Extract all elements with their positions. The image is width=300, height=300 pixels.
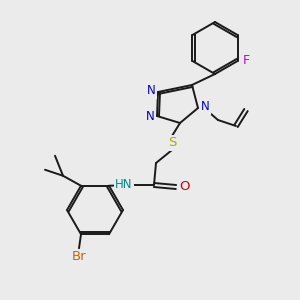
- Text: S: S: [168, 136, 176, 149]
- Text: HN: HN: [115, 178, 133, 190]
- Text: O: O: [179, 181, 189, 194]
- Text: N: N: [201, 100, 209, 113]
- Text: N: N: [146, 110, 154, 124]
- Text: F: F: [243, 55, 250, 68]
- Text: Br: Br: [72, 250, 86, 263]
- Text: N: N: [147, 85, 155, 98]
